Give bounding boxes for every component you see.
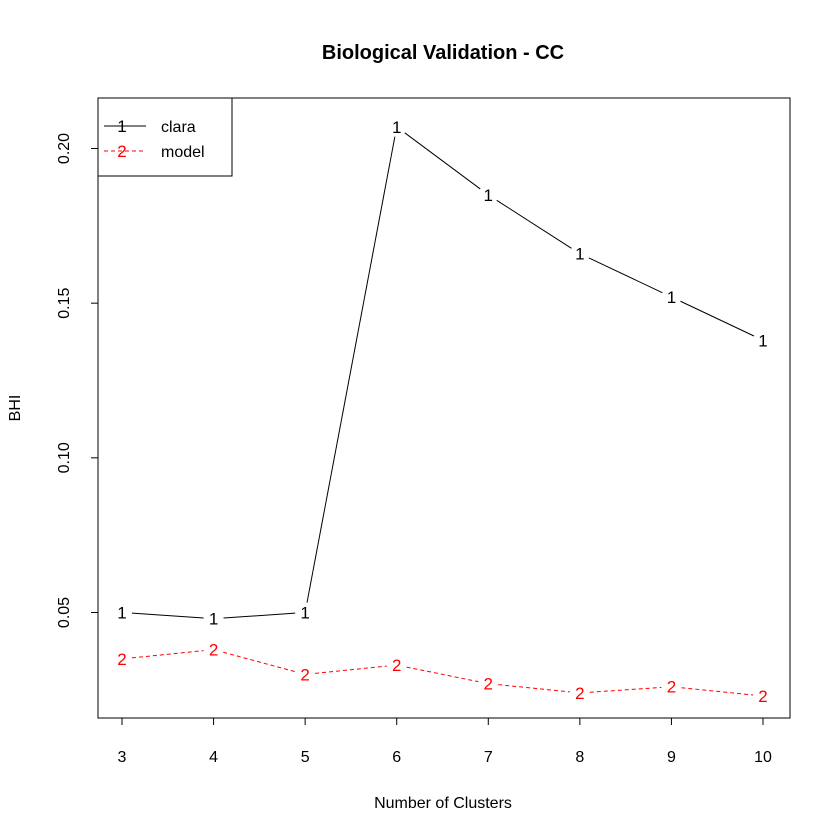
y-tick-label: 0.10 xyxy=(56,442,73,473)
data-point-marker: 2 xyxy=(484,675,493,694)
chart-title: Biological Validation - CC xyxy=(322,42,564,64)
legend-marker: 1 xyxy=(117,117,126,136)
x-tick-label: 5 xyxy=(301,749,310,766)
y-tick-label: 0.15 xyxy=(56,287,73,318)
x-tick-label: 4 xyxy=(209,749,218,766)
y-tick-label: 0.20 xyxy=(56,133,73,164)
series-line-segment xyxy=(404,132,481,190)
series-line-segment xyxy=(306,136,396,603)
x-tick-label: 9 xyxy=(667,749,676,766)
legend-marker: 2 xyxy=(117,142,126,161)
series-layer: 1 1 1 1 1 1 1 1 2 2 2 2 2 2 2 2 xyxy=(117,118,767,706)
series-line-segment xyxy=(589,686,662,693)
series-line-segment xyxy=(681,687,754,696)
legend-label: model xyxy=(161,144,205,161)
plot-frame xyxy=(97,97,791,719)
x-axis-label: Number of Clusters xyxy=(374,795,512,812)
data-point-marker: 2 xyxy=(575,684,584,703)
series-line-segment xyxy=(223,651,296,673)
series-line-segment xyxy=(498,684,570,693)
series-model: 2 2 2 2 2 2 2 2 xyxy=(117,641,767,706)
x-tick-label: 10 xyxy=(754,749,772,766)
data-point-marker: 1 xyxy=(209,610,218,629)
series-line-segment xyxy=(315,665,387,674)
x-axis: 3 4 5 6 7 8 9 10 xyxy=(118,718,772,766)
legend: 1 clara 2 model xyxy=(97,97,233,177)
data-point-marker: 2 xyxy=(300,665,309,684)
data-point-marker: 2 xyxy=(758,687,767,706)
series-line-segment xyxy=(680,300,755,337)
y-tick-label: 0.05 xyxy=(56,597,73,628)
data-point-marker: 2 xyxy=(117,650,126,669)
series-clara: 1 1 1 1 1 1 1 1 xyxy=(117,118,767,629)
series-line-segment xyxy=(131,612,204,619)
legend-box xyxy=(97,97,233,177)
x-tick-label: 3 xyxy=(118,749,127,766)
data-point-marker: 1 xyxy=(575,245,584,264)
data-point-marker: 1 xyxy=(667,288,676,307)
series-line-segment xyxy=(223,612,296,619)
series-line-segment xyxy=(131,650,204,659)
data-point-marker: 2 xyxy=(209,641,218,660)
data-point-marker: 1 xyxy=(758,331,767,350)
series-line-segment xyxy=(588,257,663,294)
data-point-marker: 1 xyxy=(117,604,126,623)
data-point-marker: 1 xyxy=(484,186,493,205)
legend-label: clara xyxy=(161,119,196,136)
data-point-marker: 2 xyxy=(667,678,676,697)
y-axis: 0.05 0.10 0.15 0.20 xyxy=(56,133,98,628)
series-line-segment xyxy=(496,199,572,249)
x-tick-label: 7 xyxy=(484,749,493,766)
y-axis-label: BHI xyxy=(7,395,24,422)
x-tick-label: 8 xyxy=(575,749,584,766)
data-point-marker: 1 xyxy=(392,118,401,137)
data-point-marker: 2 xyxy=(392,656,401,675)
data-point-marker: 1 xyxy=(300,604,309,623)
x-tick-label: 6 xyxy=(392,749,401,766)
series-line-segment xyxy=(406,666,479,683)
